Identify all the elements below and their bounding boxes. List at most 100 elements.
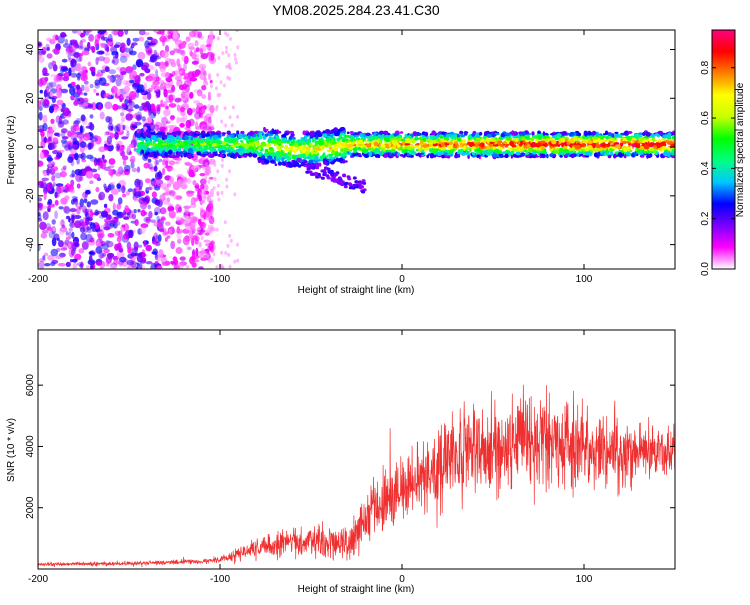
spectrogram-cell (67, 83, 72, 88)
spectrogram-cell (215, 265, 219, 269)
spectrogram-cell (108, 158, 116, 165)
spectrogram-cell (114, 74, 121, 78)
spectrogram-cell (67, 156, 74, 164)
spectrogram-cell (218, 147, 225, 151)
spectrogram-cell (153, 206, 162, 215)
spectrogram-cell (135, 114, 142, 121)
spectrogram-cell (525, 154, 531, 158)
spectrogram-cell (645, 131, 651, 137)
spectrogram-cell (80, 114, 86, 122)
spectrogram-cell (366, 144, 370, 148)
spectrogram-cell (208, 242, 214, 252)
spectrogram-cell (283, 133, 289, 136)
spectrogram-cell (584, 133, 588, 137)
spectrogram-cell (546, 153, 549, 159)
spectrogram-cell (177, 49, 185, 55)
spectrogram-cell (59, 252, 66, 258)
spectrogram-cell (73, 120, 81, 125)
spectrogram-cell (643, 144, 650, 150)
spectrogram-cell (228, 115, 232, 120)
spectrogram-cell (210, 147, 214, 151)
spectrogram-cell (269, 130, 273, 135)
spectrogram-cell (168, 103, 177, 108)
spectrogram-cell (54, 210, 58, 220)
spectrogram-cell (80, 221, 87, 227)
spectrogram-cell (352, 183, 357, 187)
spectrogram-cell (631, 139, 636, 142)
spectrogram-cell (334, 172, 339, 176)
spectrogram-cell (61, 141, 69, 148)
spectrogram-cell (358, 155, 363, 158)
spectrogram-cell (636, 143, 641, 149)
spectrogram-cell (337, 181, 342, 185)
spectrogram-cell (58, 240, 64, 248)
spectrogram-cell (46, 129, 53, 135)
spectrogram-cell (346, 131, 350, 135)
spectrogram-cell (128, 50, 137, 56)
spectrogram-cell (553, 149, 560, 154)
spectrogram-cell (209, 34, 214, 43)
spectrogram-cell (411, 140, 416, 144)
spectrogram-cell (191, 60, 199, 65)
spectrogram-cell (158, 252, 164, 259)
spectrogram-cell (159, 251, 163, 256)
spectrogram-cell (79, 125, 83, 134)
spectrogram-cell (83, 92, 88, 96)
spectrogram-cell (99, 266, 104, 269)
spectrogram-cell (119, 73, 124, 81)
spectrogram-cell (343, 185, 348, 189)
spectrogram-cell (450, 139, 454, 142)
spectrogram-cell (195, 47, 200, 52)
spectrogram-cell (156, 93, 160, 99)
spectrogram-cell (157, 179, 164, 185)
spectrogram-cell (141, 249, 146, 258)
spectrogram-cell (154, 159, 158, 167)
spectrogram-cell (128, 143, 134, 149)
spectrogram-cell (235, 30, 239, 33)
spectrogram-cell (174, 161, 180, 165)
spectrogram-cell (312, 154, 315, 160)
snr-ytick-label: 2000 (25, 496, 36, 519)
spectrogram-cell (437, 140, 442, 144)
spectrogram-cell (552, 154, 557, 158)
spectrogram-cell (380, 143, 385, 149)
spectrogram-cell (135, 59, 144, 68)
spectrogram-cell (115, 77, 122, 87)
spectrogram-cell (621, 150, 624, 154)
spectrogram-cell (315, 166, 320, 170)
spectrogram-cell (46, 167, 50, 176)
spectrogram-cell (69, 39, 78, 44)
spectrogram-cell (63, 71, 70, 79)
spectrogram-cell (221, 132, 226, 135)
spectrogram-cell (168, 203, 173, 208)
spectrogram-cell (203, 195, 207, 200)
spectrogram-cell (153, 232, 159, 241)
spectrogram-cell (150, 219, 156, 223)
spectrogram-cell (85, 125, 92, 129)
spectrogram-cell (229, 238, 233, 243)
spectrogram-cell (342, 151, 348, 156)
spectrogram-cell (344, 134, 351, 138)
spectrogram-cell (232, 142, 239, 145)
spectrogram-cell (48, 143, 52, 151)
spectrogram-cell (522, 131, 526, 137)
spectrogram-cell (96, 241, 101, 248)
spectrogram-cell (336, 137, 341, 142)
spectrogram-cell (276, 155, 282, 158)
spectrogram-cell (335, 157, 340, 161)
spectrogram-cell (154, 211, 158, 216)
spectrogram-cell (71, 215, 75, 224)
spectrogram-cell (214, 139, 221, 144)
spectrogram-cell (314, 145, 321, 148)
spectrogram-cell (95, 246, 103, 254)
spectrogram-cell (61, 58, 68, 63)
spectrogram-cell (340, 182, 345, 187)
spectrogram-cell (666, 146, 671, 150)
spectrogram-cell (53, 166, 59, 171)
colorbar-scale (711, 29, 736, 270)
spectrogram-cell (379, 151, 382, 157)
spectrogram-cell (159, 207, 167, 215)
spectrogram-cell (419, 136, 422, 141)
spectrogram-cell (80, 232, 87, 241)
spectrogram-cell (71, 231, 75, 239)
